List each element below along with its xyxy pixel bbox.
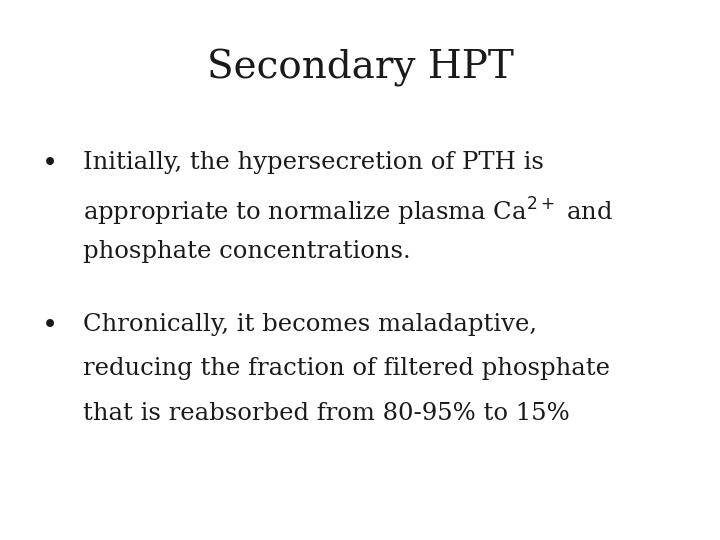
Text: phosphate concentrations.: phosphate concentrations. (83, 240, 410, 263)
Text: Chronically, it becomes maladaptive,: Chronically, it becomes maladaptive, (83, 313, 537, 336)
Text: appropriate to normalize plasma Ca$^{2+}$ and: appropriate to normalize plasma Ca$^{2+}… (83, 195, 613, 228)
Text: Initially, the hypersecretion of PTH is: Initially, the hypersecretion of PTH is (83, 151, 544, 174)
Text: reducing the fraction of filtered phosphate: reducing the fraction of filtered phosph… (83, 357, 610, 381)
Text: •: • (42, 151, 58, 178)
Text: that is reabsorbed from 80-95% to 15%: that is reabsorbed from 80-95% to 15% (83, 402, 570, 425)
Text: •: • (42, 313, 58, 340)
Text: Secondary HPT: Secondary HPT (207, 49, 513, 86)
